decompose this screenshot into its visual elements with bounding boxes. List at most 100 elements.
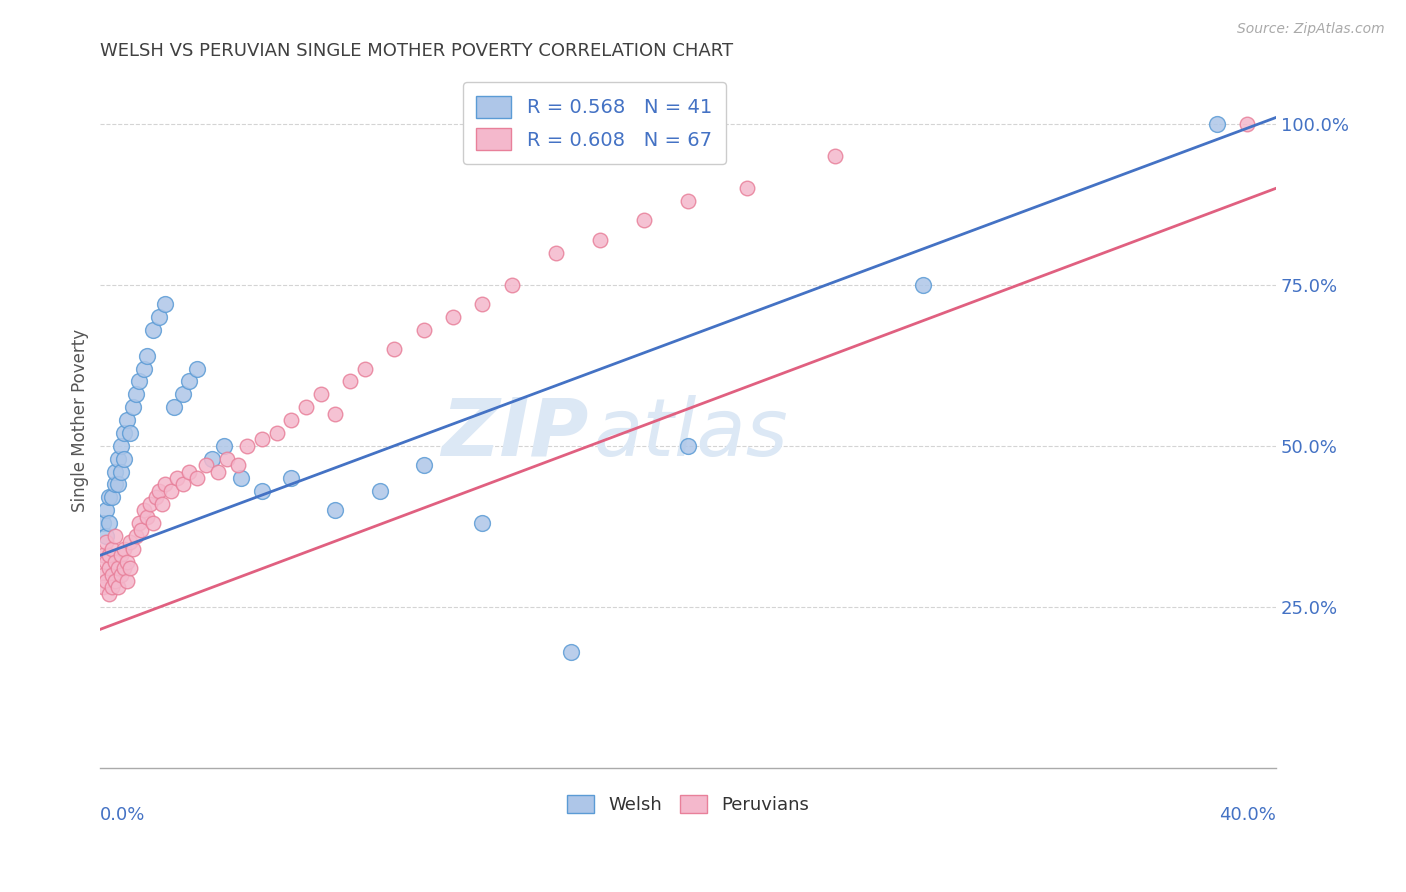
Point bbox=[104, 529, 127, 543]
Point bbox=[589, 233, 612, 247]
Point bbox=[115, 574, 138, 588]
Point bbox=[354, 361, 377, 376]
Point bbox=[112, 451, 135, 466]
Point bbox=[172, 387, 194, 401]
Point bbox=[104, 465, 127, 479]
Point bbox=[207, 465, 229, 479]
Point bbox=[231, 471, 253, 485]
Point bbox=[1236, 117, 1258, 131]
Point bbox=[107, 477, 129, 491]
Point bbox=[250, 483, 273, 498]
Point bbox=[382, 343, 405, 357]
Point bbox=[115, 413, 138, 427]
Point bbox=[96, 503, 118, 517]
Point bbox=[104, 574, 127, 588]
Point bbox=[112, 561, 135, 575]
Point bbox=[441, 310, 464, 324]
Point bbox=[148, 310, 170, 324]
Point bbox=[177, 375, 200, 389]
Text: ZIP: ZIP bbox=[441, 395, 588, 473]
Text: Source: ZipAtlas.com: Source: ZipAtlas.com bbox=[1237, 22, 1385, 37]
Point bbox=[412, 323, 434, 337]
Point bbox=[118, 535, 141, 549]
Point bbox=[153, 477, 176, 491]
Point bbox=[236, 439, 259, 453]
Y-axis label: Single Mother Poverty: Single Mother Poverty bbox=[72, 328, 89, 512]
Point bbox=[101, 581, 124, 595]
Point bbox=[128, 516, 150, 530]
Point bbox=[107, 451, 129, 466]
Point bbox=[101, 491, 124, 505]
Point bbox=[110, 439, 132, 453]
Point bbox=[128, 375, 150, 389]
Point bbox=[112, 541, 135, 556]
Point bbox=[412, 458, 434, 472]
Text: 0.0%: 0.0% bbox=[100, 806, 146, 824]
Point bbox=[195, 458, 218, 472]
Point bbox=[560, 645, 582, 659]
Point bbox=[98, 561, 121, 575]
Point bbox=[250, 433, 273, 447]
Point bbox=[96, 555, 118, 569]
Point bbox=[153, 297, 176, 311]
Point bbox=[104, 477, 127, 491]
Point bbox=[101, 541, 124, 556]
Point bbox=[136, 509, 159, 524]
Point bbox=[121, 400, 143, 414]
Point bbox=[676, 194, 699, 209]
Point bbox=[325, 503, 347, 517]
Point bbox=[186, 361, 208, 376]
Point bbox=[280, 471, 302, 485]
Point bbox=[96, 535, 118, 549]
Point bbox=[1206, 117, 1229, 131]
Point bbox=[121, 541, 143, 556]
Point bbox=[131, 523, 153, 537]
Point bbox=[163, 400, 186, 414]
Point bbox=[676, 439, 699, 453]
Point bbox=[134, 503, 156, 517]
Point bbox=[212, 439, 235, 453]
Point bbox=[110, 465, 132, 479]
Point bbox=[309, 387, 332, 401]
Point bbox=[735, 181, 758, 195]
Point bbox=[215, 451, 238, 466]
Point bbox=[339, 375, 361, 389]
Point bbox=[91, 581, 114, 595]
Point bbox=[112, 425, 135, 440]
Point bbox=[166, 471, 188, 485]
Point bbox=[325, 407, 347, 421]
Point bbox=[912, 277, 935, 292]
Point bbox=[501, 277, 523, 292]
Point bbox=[201, 451, 224, 466]
Point bbox=[104, 555, 127, 569]
Point bbox=[96, 529, 118, 543]
Text: atlas: atlas bbox=[595, 395, 789, 473]
Point bbox=[280, 413, 302, 427]
Point bbox=[544, 245, 567, 260]
Point bbox=[98, 516, 121, 530]
Point bbox=[633, 213, 655, 227]
Point bbox=[96, 574, 118, 588]
Point bbox=[136, 349, 159, 363]
Point bbox=[98, 548, 121, 562]
Point bbox=[91, 567, 114, 582]
Point bbox=[177, 465, 200, 479]
Point bbox=[91, 516, 114, 530]
Point bbox=[186, 471, 208, 485]
Point bbox=[124, 387, 146, 401]
Point bbox=[118, 425, 141, 440]
Point bbox=[110, 567, 132, 582]
Point bbox=[145, 491, 167, 505]
Point bbox=[368, 483, 391, 498]
Point bbox=[115, 555, 138, 569]
Point bbox=[107, 561, 129, 575]
Point bbox=[160, 483, 183, 498]
Point bbox=[107, 581, 129, 595]
Point bbox=[228, 458, 250, 472]
Point bbox=[142, 323, 165, 337]
Point bbox=[91, 548, 114, 562]
Point bbox=[134, 361, 156, 376]
Point bbox=[142, 516, 165, 530]
Text: 40.0%: 40.0% bbox=[1219, 806, 1277, 824]
Point bbox=[118, 561, 141, 575]
